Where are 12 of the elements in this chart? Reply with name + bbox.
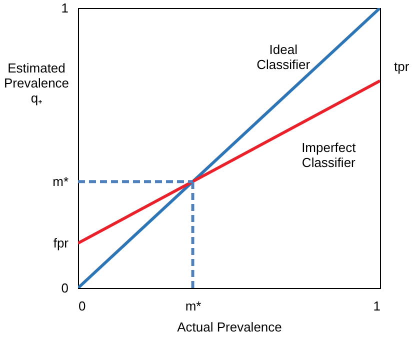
x-axis-title: Actual Prevalence — [177, 320, 282, 334]
y-axis-title: Estimated Prevalence q₊ — [4, 60, 70, 106]
x-tick-label: 0 — [78, 298, 86, 314]
annotation: Imperfect Classifier — [302, 140, 356, 170]
y-tick-label: 0 — [61, 280, 68, 296]
y-tick-label: 1 — [61, 0, 68, 16]
y-tick-label: m* — [52, 174, 68, 190]
x-tick-label: m* — [185, 298, 202, 314]
annotation: Ideal Classifier — [256, 42, 311, 72]
x-tick-label: 1 — [373, 298, 380, 314]
annotation: tpr — [394, 58, 410, 74]
y-tick-label: fpr — [53, 236, 70, 251]
